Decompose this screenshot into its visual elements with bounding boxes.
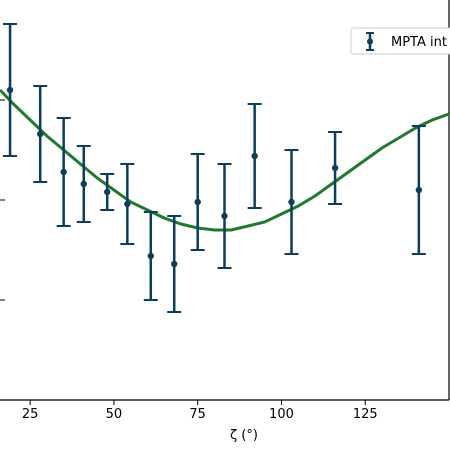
data-marker [331, 164, 339, 172]
x-tick-label: 75 [189, 407, 206, 422]
errorbar-group [3, 23, 426, 313]
data-point-3 [56, 117, 71, 227]
data-point-6 [120, 163, 135, 245]
x-axis-label: ζ (°) [230, 428, 258, 443]
x-tick-label: 125 [353, 407, 378, 422]
data-marker [6, 86, 14, 94]
data-marker [60, 168, 67, 176]
data-marker [80, 180, 87, 188]
axes [0, 0, 450, 401]
legend-box [350, 27, 450, 55]
x-ticks-group: 25 50 75 100 125 [22, 400, 378, 422]
data-marker [288, 198, 295, 206]
x-tick-label: 25 [22, 407, 39, 422]
data-marker [415, 186, 423, 194]
data-marker [194, 198, 201, 206]
data-marker [251, 152, 258, 160]
data-point-8 [167, 215, 182, 313]
legend-marker-dot [367, 38, 373, 45]
legend: MPTA int [350, 27, 450, 55]
data-point-4 [76, 145, 91, 223]
data-marker [147, 252, 154, 260]
data-point-9 [190, 153, 205, 251]
x-tick-label: 100 [269, 407, 294, 422]
data-marker [171, 260, 178, 268]
data-marker [104, 188, 111, 196]
data-point-5 [100, 173, 115, 211]
legend-errorbar-marker [366, 32, 374, 51]
fit-curve-group [0, 88, 450, 232]
fit-curve [0, 88, 450, 232]
data-point-11 [247, 103, 262, 209]
data-point-14 [411, 125, 426, 255]
data-point-12 [284, 149, 299, 255]
legend-label: MPTA int [391, 35, 447, 50]
data-point-13 [328, 131, 343, 205]
data-marker [124, 200, 131, 208]
data-point-7 [143, 211, 158, 301]
x-tick-label: 50 [106, 407, 123, 422]
data-point-1 [3, 23, 18, 157]
data-marker [221, 212, 228, 220]
data-point-2 [33, 85, 48, 183]
data-point-10 [217, 163, 232, 269]
data-marker [37, 130, 44, 138]
